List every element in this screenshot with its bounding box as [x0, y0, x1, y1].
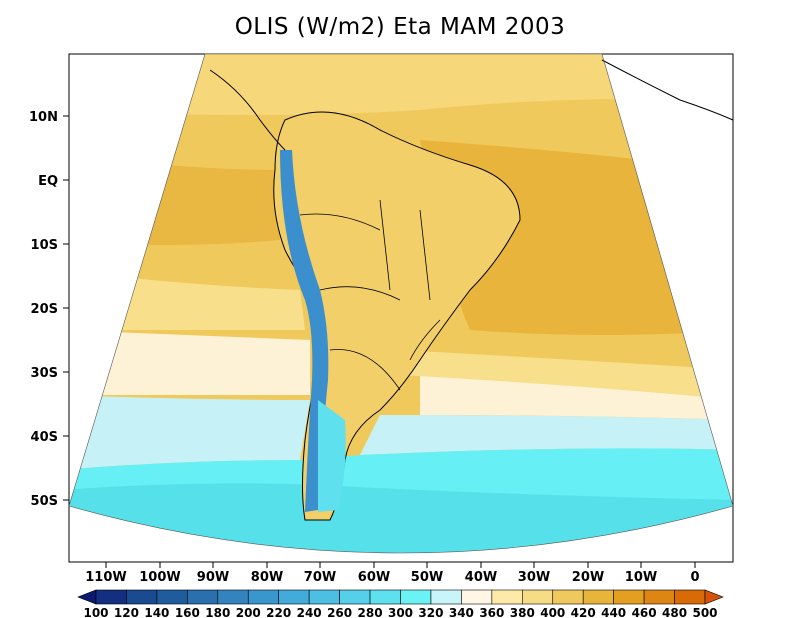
- colorbar-level-label: 200: [236, 606, 261, 618]
- colorbar-level-label: 140: [144, 606, 169, 618]
- domain-outline: [68, 53, 734, 554]
- colorbar-level-label: 460: [632, 606, 657, 618]
- colorbar-level-label: 400: [540, 606, 565, 618]
- colorbar-swatch: [308, 589, 340, 605]
- colorbar-swatch: [400, 589, 432, 605]
- colorbar-swatch: [582, 589, 614, 605]
- colorbar-swatch: [126, 589, 158, 605]
- colorbar-level-label: 180: [205, 606, 230, 618]
- colorbar-level-label: 320: [418, 606, 443, 618]
- colorbar-arrow-low: [77, 589, 97, 605]
- colorbar-level-label: 380: [510, 606, 535, 618]
- lat-label-10s: 10S: [31, 238, 58, 253]
- colorbar-swatch: [552, 589, 584, 605]
- lon-label-10w: 10W: [625, 570, 657, 585]
- lat-label-20s: 20S: [31, 302, 58, 317]
- south-america-land: [209, 59, 734, 521]
- lon-label-40w: 40W: [465, 570, 497, 585]
- colorbar-level-label: 340: [449, 606, 474, 618]
- colorbar-swatch: [247, 589, 280, 605]
- lon-label-90w: 90W: [197, 570, 229, 585]
- colorbar-swatch: [369, 589, 401, 605]
- colorbar-level-label: 120: [114, 606, 139, 618]
- colorbar-swatch: [156, 589, 188, 605]
- lon-label-110w: 110W: [85, 570, 126, 585]
- colorbar-level-label: 280: [358, 606, 383, 618]
- colorbar-swatch: [278, 589, 310, 605]
- lat-label-eq: EQ: [38, 174, 58, 189]
- lon-label-100w: 100W: [139, 570, 180, 585]
- colorbar-level-label: 420: [571, 606, 596, 618]
- lat-label-10n: 10N: [29, 110, 58, 125]
- lon-label-20w: 20W: [572, 570, 604, 585]
- colorbar-arrow-high: [704, 589, 724, 605]
- lat-label-30s: 30S: [31, 366, 58, 381]
- colorbar-level-label: 240: [297, 606, 322, 618]
- colorbar-swatch: [613, 589, 645, 605]
- lon-label-60w: 60W: [358, 570, 390, 585]
- colorbar-level-label: 500: [692, 606, 717, 618]
- colorbar-level-label: 220: [266, 606, 291, 618]
- colorbar-level-label: 440: [601, 606, 626, 618]
- colorbar-swatch: [95, 589, 127, 605]
- lon-label-0: 0: [690, 570, 699, 585]
- colorbar-swatch: [491, 589, 523, 605]
- colorbar-swatch: [187, 589, 219, 605]
- colorbar-swatch: [643, 589, 675, 605]
- colorbar-swatch: [674, 589, 706, 605]
- colorbar-level-label: 160: [175, 606, 200, 618]
- colorbar-swatch: [430, 589, 462, 605]
- longitude-axis: 110W 100W 90W 80W 70W 60W 50W 40W 30W 20…: [85, 562, 700, 585]
- colorbar: 100 120 140 160 180 200 220 240 260 280 300 320 340 3…: [77, 589, 724, 618]
- colorbar-swatch: [217, 589, 249, 605]
- lon-label-30w: 30W: [518, 570, 550, 585]
- colorbar-level-label: 260: [327, 606, 352, 618]
- lat-label-50s: 50S: [31, 494, 58, 509]
- colorbar-swatch: [521, 589, 554, 605]
- lon-label-70w: 70W: [304, 570, 336, 585]
- lon-label-80w: 80W: [251, 570, 283, 585]
- colorbar-level-label: 360: [479, 606, 504, 618]
- lat-label-40s: 40S: [31, 430, 58, 445]
- colorbar-level-label: 480: [662, 606, 687, 618]
- colorbar-swatch: [461, 589, 493, 605]
- colorbar-level-label: 300: [388, 606, 413, 618]
- latitude-axis: 10N EQ 10S 20S 30S 40S 50S: [29, 110, 69, 509]
- colorbar-level-label: 100: [83, 606, 108, 618]
- colorbar-swatch: [339, 589, 371, 605]
- map-title: OLIS (W/m2) Eta MAM 2003: [234, 14, 566, 40]
- lon-label-50w: 50W: [411, 570, 443, 585]
